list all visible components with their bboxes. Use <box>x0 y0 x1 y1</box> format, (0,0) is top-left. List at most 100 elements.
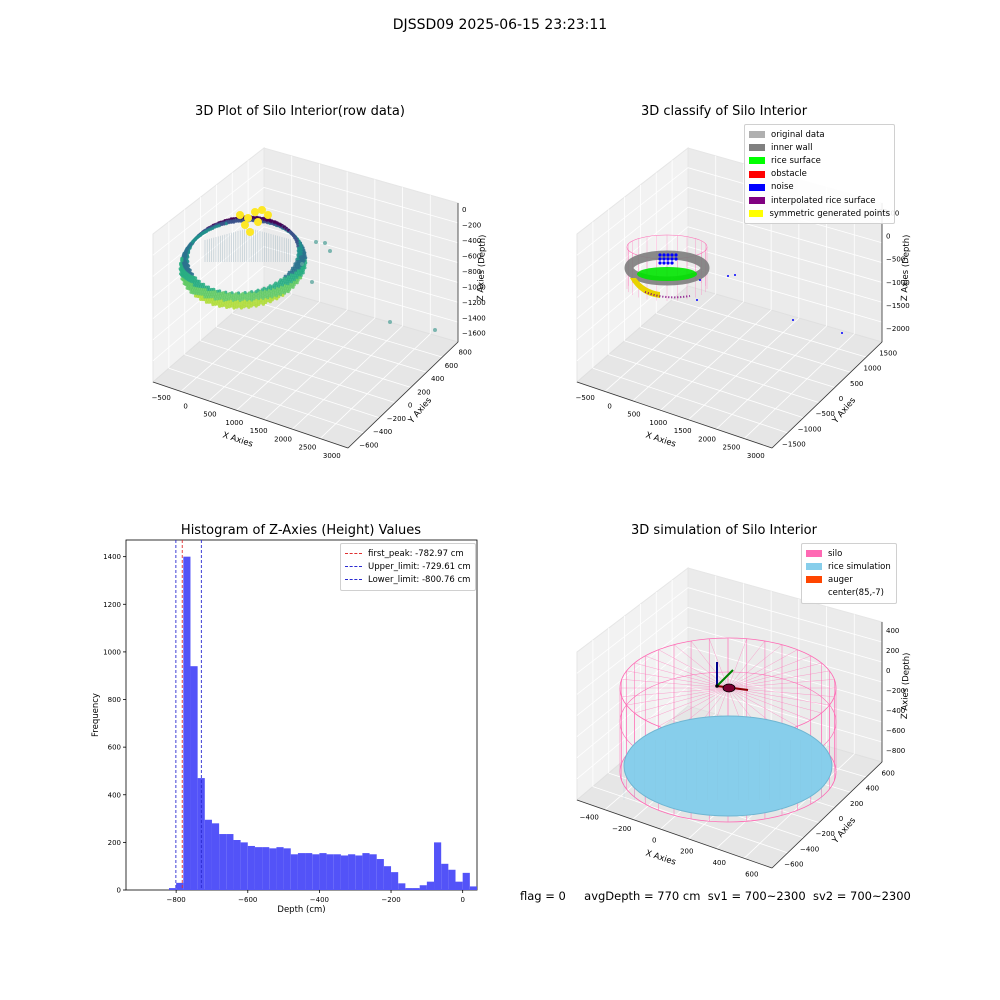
silo-roof-spoke <box>727 687 822 714</box>
data-point <box>217 224 221 228</box>
silo-roof-spoke <box>727 670 830 689</box>
outlier-point <box>388 320 392 324</box>
silo-roof-spoke <box>709 638 729 689</box>
y-axis-label: Frequency <box>91 693 101 737</box>
x-tick-label: 400 <box>713 859 726 867</box>
panel4-title: 3D simulation of Silo Interior <box>631 523 817 538</box>
data-point <box>231 298 235 302</box>
legend-item: auger <box>806 573 892 586</box>
histogram-bar <box>219 834 227 890</box>
data-point <box>207 300 211 304</box>
x-tick-label: 3000 <box>323 452 341 460</box>
histogram-bar <box>197 778 205 890</box>
grid-line <box>576 226 883 319</box>
histogram-bar <box>355 855 363 890</box>
silo-roof-spoke <box>727 679 835 689</box>
noise-point <box>792 319 794 321</box>
y-tick-label: 600 <box>108 744 121 752</box>
legend-item: interpolated rice surface <box>749 194 890 207</box>
x-tick-label: 1500 <box>674 427 692 435</box>
x-axis-line <box>576 381 773 449</box>
silo-roof-spoke <box>727 644 783 689</box>
z-axis-label: Z Axies (Depth) <box>900 652 912 719</box>
legend-item: original data <box>749 128 890 141</box>
data-point <box>232 306 236 310</box>
data-point <box>212 292 216 296</box>
data-point <box>227 305 231 309</box>
legend-item: rice simulation <box>806 560 892 573</box>
sv2-text: sv2 = 700~2300 <box>812 889 911 903</box>
data-point <box>245 295 249 299</box>
x-tick-label: 2000 <box>274 435 292 443</box>
histogram-bar <box>290 854 298 890</box>
data-point <box>242 305 246 309</box>
z-tick-label: −400 <box>886 707 905 715</box>
data-point <box>193 294 198 298</box>
z-tick-label: −1000 <box>462 283 486 291</box>
data-point <box>249 304 253 308</box>
grid-line <box>152 246 459 341</box>
data-point <box>222 298 226 302</box>
data-point <box>201 297 205 302</box>
top-surface-point <box>264 211 272 219</box>
legend-item: noise <box>749 181 890 194</box>
grid-line <box>656 313 851 373</box>
x-tick-label: −400 <box>580 814 599 822</box>
histogram-bar <box>455 881 463 890</box>
flag-text: flag = 0 <box>520 889 566 903</box>
grid-line <box>576 626 883 716</box>
data-point <box>226 300 230 304</box>
panel4-legend: silo rice simulation auger center(85,-7) <box>801 543 897 604</box>
noise-point <box>674 253 678 257</box>
data-point <box>252 303 256 307</box>
x-tick-label: 3000 <box>747 452 765 460</box>
data-point <box>268 300 272 304</box>
x-tick-label: 1000 <box>649 419 667 427</box>
y-tick-label: 0 <box>117 887 121 895</box>
data-point <box>228 302 232 306</box>
grid-line <box>180 293 292 392</box>
data-point <box>266 299 270 303</box>
silo-roof-spoke <box>645 655 729 689</box>
histogram-bar <box>462 872 470 890</box>
top-surface-point <box>244 214 252 222</box>
data-point <box>180 277 184 281</box>
histogram-bar <box>348 854 356 890</box>
z-tick-label: 0 <box>462 206 466 214</box>
histogram-bar <box>391 872 399 890</box>
top-surface-point <box>236 211 244 219</box>
y-tick-label: 1000 <box>103 648 121 656</box>
silo-roof-spoke <box>634 687 729 714</box>
z-tick-label: −400 <box>462 237 481 245</box>
rice-surface <box>637 267 697 281</box>
x-tick-label: 600 <box>745 870 758 878</box>
x-tick-label: 500 <box>627 411 640 419</box>
legend-swatch <box>749 183 765 191</box>
data-point <box>206 298 210 302</box>
noise-point <box>666 261 670 265</box>
histogram-bar <box>226 834 234 890</box>
z-tick-label: −1600 <box>462 330 486 338</box>
x-tick-label: 0 <box>460 896 464 904</box>
x-tick-label: 1000 <box>225 419 243 427</box>
histogram-bar <box>319 853 327 890</box>
data-point <box>185 286 189 290</box>
data-point <box>247 300 251 304</box>
grid-line <box>184 354 380 419</box>
data-point <box>261 299 265 303</box>
data-point <box>232 303 236 307</box>
data-point <box>217 299 221 303</box>
x-tick-label: 2500 <box>299 444 317 452</box>
x-tick-label: 0 <box>652 836 656 844</box>
data-point <box>245 298 249 302</box>
z-tick-label: 200 <box>886 647 899 655</box>
legend-item: inner wall <box>749 141 890 154</box>
histogram-bar <box>297 853 306 890</box>
histogram-bar <box>398 883 406 890</box>
panel3-title: Histogram of Z-Axies (Height) Values <box>180 523 422 538</box>
data-point <box>193 237 197 241</box>
data-point <box>234 295 238 299</box>
data-point <box>207 295 211 299</box>
y-tick-label: 600 <box>881 770 894 778</box>
data-point <box>241 295 245 299</box>
